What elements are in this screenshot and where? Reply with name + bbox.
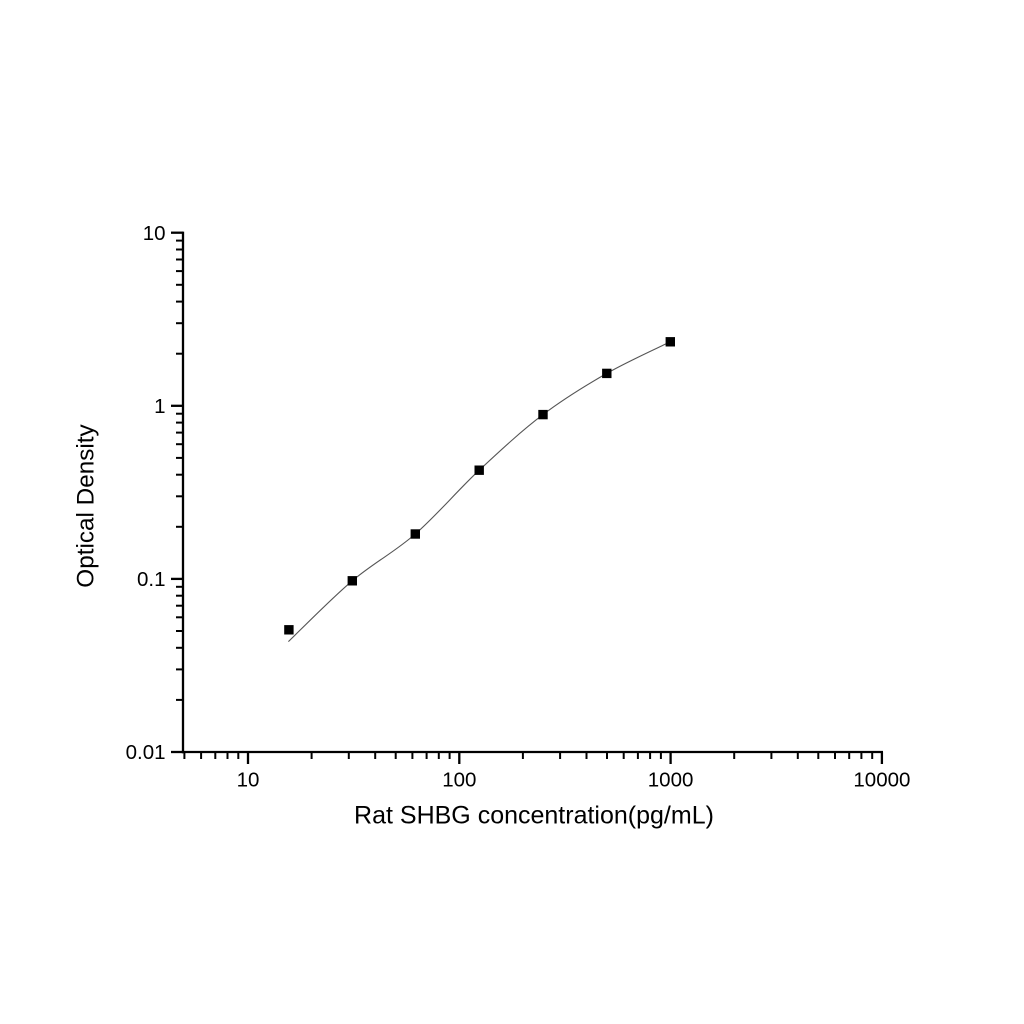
svg-text:10: 10 [143,222,166,245]
svg-text:Optical Density: Optical Density [73,423,100,587]
svg-text:1000: 1000 [648,768,694,791]
svg-text:Rat SHBG concentration(pg/mL): Rat SHBG concentration(pg/mL) [354,802,714,830]
svg-text:0.1: 0.1 [137,568,166,591]
svg-text:10: 10 [237,768,260,791]
svg-text:10000: 10000 [853,768,910,791]
svg-text:0.01: 0.01 [126,741,166,764]
svg-text:1: 1 [154,395,165,418]
svg-text:100: 100 [442,768,476,791]
